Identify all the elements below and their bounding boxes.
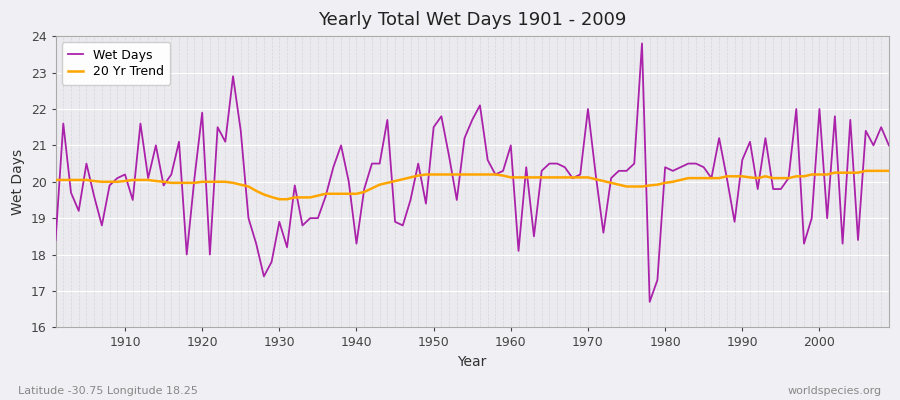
20 Yr Trend (336, 191, 346, 196)
20 Yr Trend (860, 168, 871, 173)
Wet Days (506, 143, 517, 148)
Wet Days (282, 245, 292, 250)
20 Yr Trend (513, 175, 524, 180)
Line: 20 Yr Trend: 20 Yr Trend (56, 171, 889, 199)
Line: Wet Days: Wet Days (56, 44, 889, 302)
Legend: Wet Days, 20 Yr Trend: Wet Days, 20 Yr Trend (62, 42, 170, 85)
Wet Days (598, 230, 608, 235)
20 Yr Trend (274, 197, 284, 202)
20 Yr Trend (290, 195, 301, 200)
Title: Yearly Total Wet Days 1901 - 2009: Yearly Total Wet Days 1901 - 2009 (318, 11, 626, 29)
20 Yr Trend (506, 175, 517, 180)
Y-axis label: Wet Days: Wet Days (11, 149, 25, 215)
Wet Days (644, 300, 655, 304)
20 Yr Trend (884, 168, 895, 173)
Wet Days (636, 41, 647, 46)
Wet Days (884, 143, 895, 148)
Text: Latitude -30.75 Longitude 18.25: Latitude -30.75 Longitude 18.25 (18, 386, 198, 396)
X-axis label: Year: Year (457, 355, 487, 369)
Wet Days (50, 238, 61, 242)
20 Yr Trend (606, 180, 616, 185)
20 Yr Trend (50, 178, 61, 182)
Wet Days (112, 176, 122, 180)
Wet Days (498, 168, 508, 173)
20 Yr Trend (112, 179, 122, 184)
Wet Days (328, 165, 338, 170)
Text: worldspecies.org: worldspecies.org (788, 386, 882, 396)
